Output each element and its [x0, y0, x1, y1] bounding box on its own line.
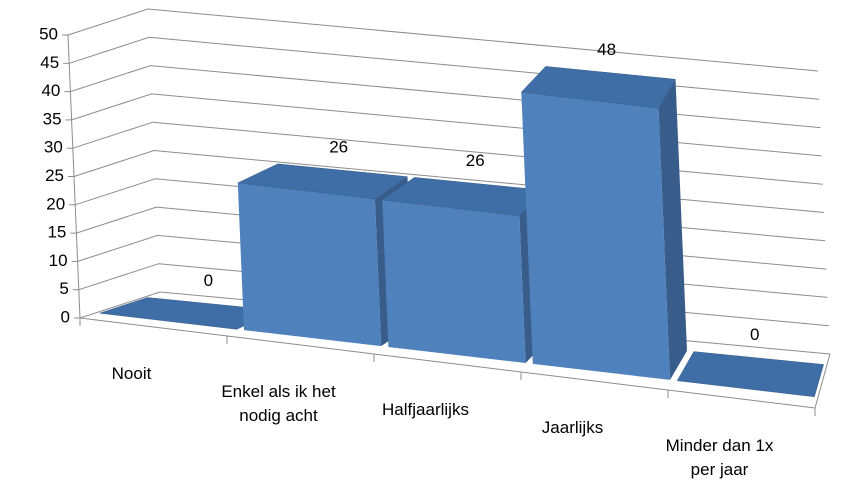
y-axis-line [67, 34, 81, 319]
bar-top [520, 66, 676, 109]
x-tick-label: Minder dan 1x per jaar [665, 436, 774, 479]
bar-side [658, 79, 687, 380]
y-tick-label: 10 [49, 251, 68, 270]
value-label: 26 [466, 151, 485, 170]
x-tick-label: Enkel als ik het nodig acht [221, 382, 336, 425]
y-tick-label: 40 [41, 81, 60, 100]
value-label: 48 [597, 40, 616, 59]
y-tick-label: 50 [39, 24, 58, 43]
y-tick-label: 20 [46, 194, 65, 213]
y-tick-label: 15 [47, 223, 66, 242]
x-tick-label: Halfjaarlijks [382, 400, 469, 419]
floor-edge [814, 353, 831, 409]
value-label: 0 [204, 271, 213, 290]
x-axis-line [79, 317, 816, 409]
bar-top [676, 351, 824, 398]
grid-line [67, 8, 819, 72]
bar-front [382, 199, 526, 363]
bar-front [237, 182, 382, 347]
y-tick-label: 25 [45, 166, 64, 185]
x-tick-label: Nooit [111, 364, 152, 383]
y-tick-label: 45 [40, 53, 59, 72]
y-tick-label: 30 [44, 138, 63, 157]
value-label: 0 [750, 325, 759, 344]
y-tick-label: 5 [59, 279, 68, 298]
y-tick-label: 0 [61, 307, 70, 326]
x-tick-label: Jaarlijks [541, 418, 604, 437]
bar-top [236, 163, 409, 200]
y-tick-label: 35 [43, 109, 62, 128]
value-label: 26 [329, 137, 348, 156]
bar-front [521, 92, 670, 380]
